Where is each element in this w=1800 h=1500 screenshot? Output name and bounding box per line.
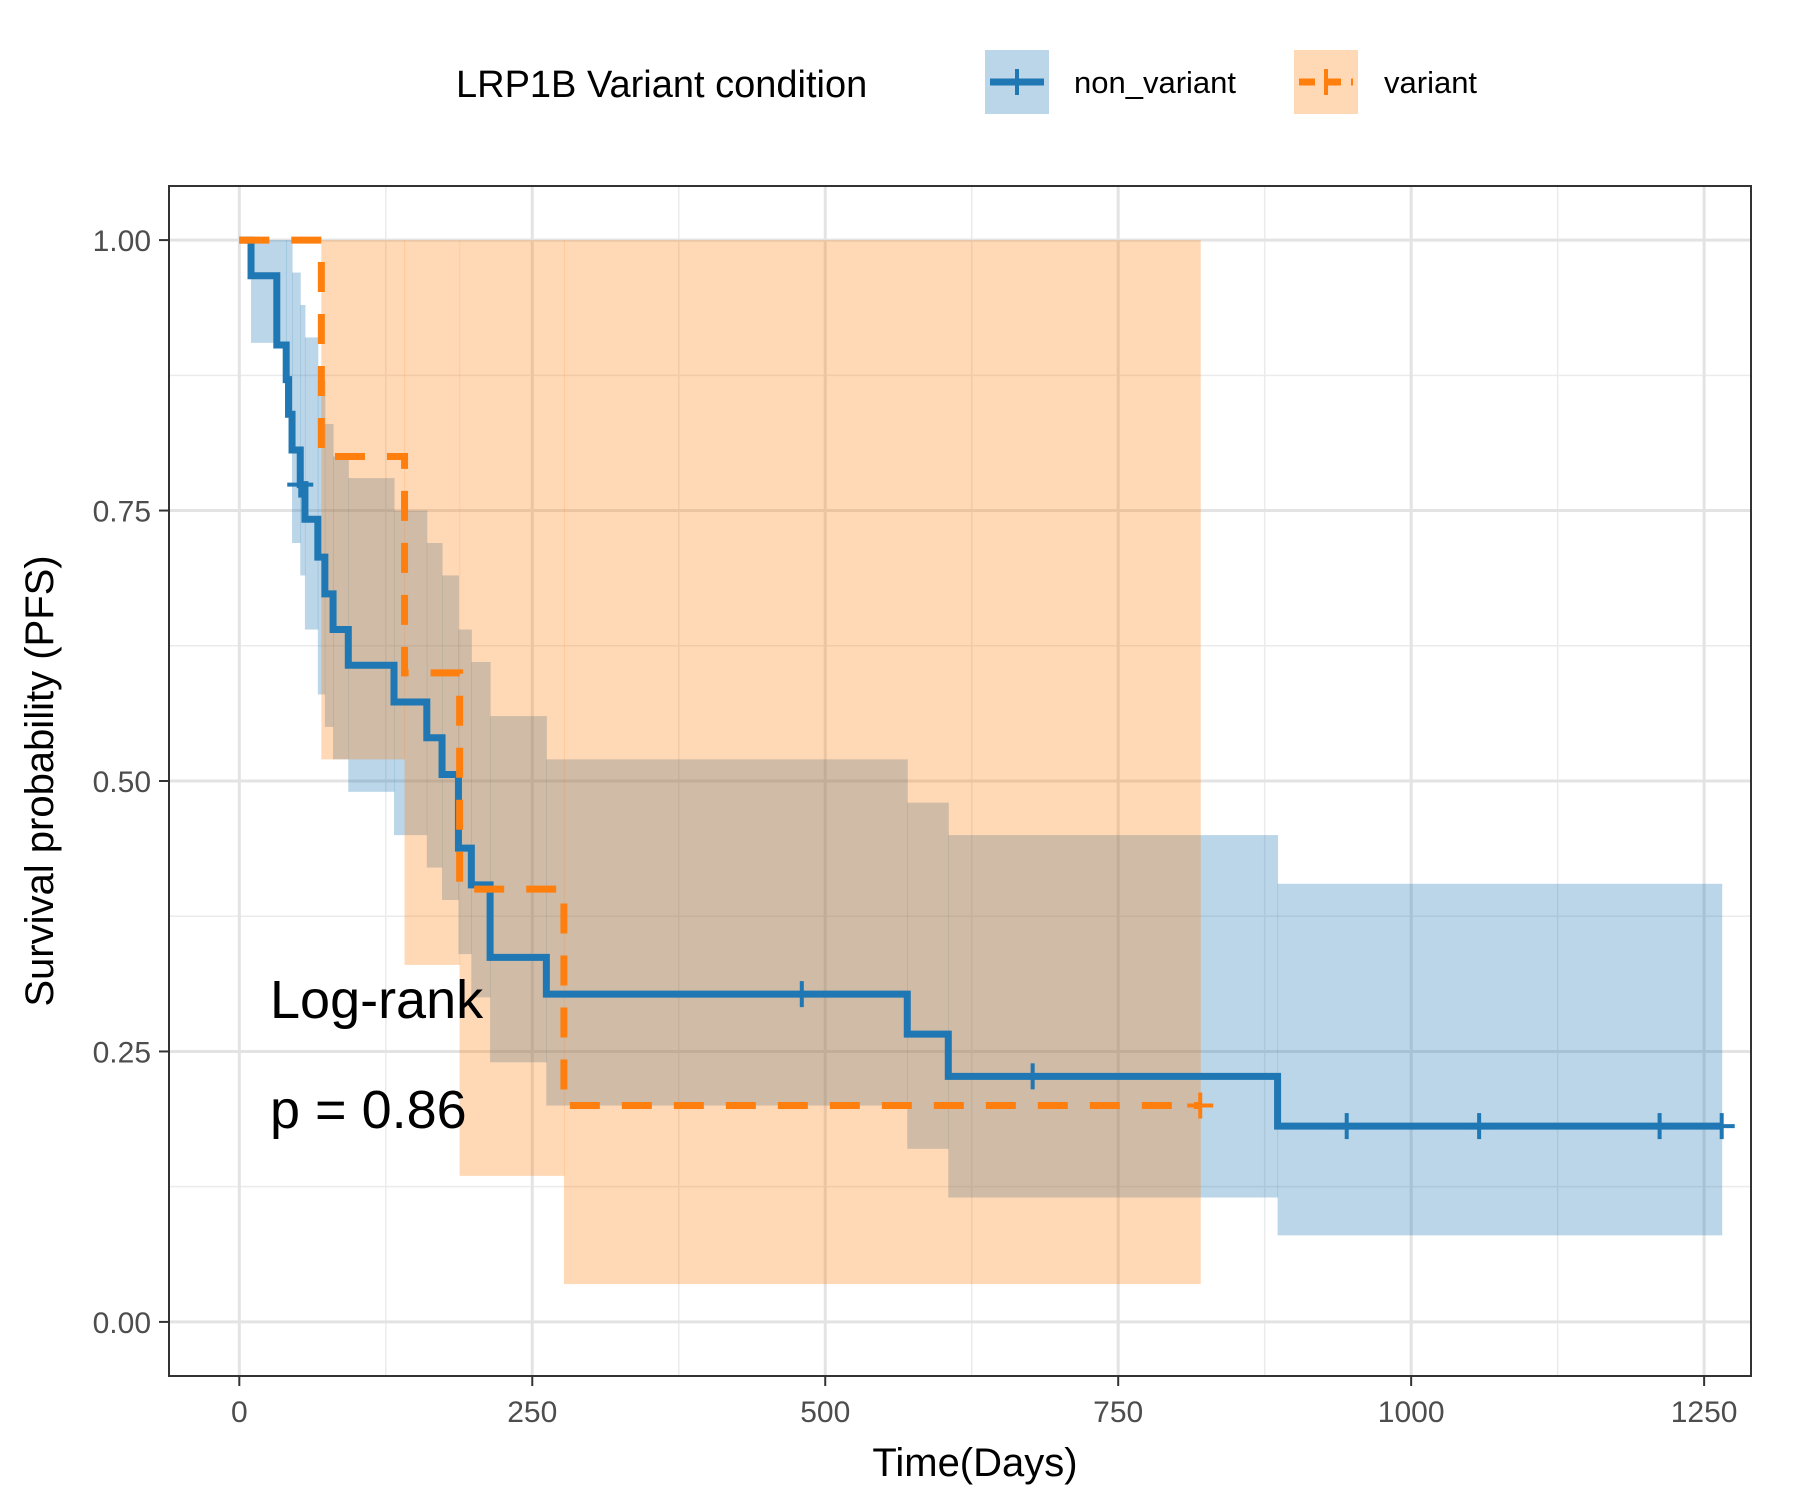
grid	[169, 186, 1751, 1376]
confidence-bands	[251, 240, 1723, 1285]
ci-band-variant	[459, 240, 565, 1176]
censor-mark-non-variant	[788, 981, 815, 1008]
y-tick-label: 1.00	[93, 225, 151, 258]
ci-band-non-variant	[442, 575, 459, 900]
ci-band-non-variant	[948, 835, 1279, 1198]
survival-curve-variant	[239, 236, 1201, 1110]
ci-band-variant	[404, 240, 461, 965]
x-tick-label: 750	[1093, 1396, 1143, 1429]
ci-band-non-variant	[251, 240, 287, 343]
legend-label-variant: variant	[1384, 65, 1477, 100]
censor-mark-non-variant	[1466, 1113, 1493, 1140]
ci-band-non-variant	[1277, 883, 1723, 1236]
ci-band-non-variant	[546, 759, 908, 1106]
y-tick-label: 0.50	[93, 766, 151, 799]
annotation-log-rank: Log-rank	[270, 970, 484, 1030]
censor-mark-non-variant	[1646, 1113, 1673, 1140]
legend-label-non-variant: non_variant	[1074, 65, 1236, 100]
x-tick-label: 250	[507, 1396, 557, 1429]
y-tick-label: 0.75	[93, 496, 151, 529]
x-tick-label: 500	[800, 1396, 850, 1429]
y-axis-label: Survival probability (PFS)	[18, 555, 62, 1006]
y-tick-label: 0.25	[93, 1036, 151, 1069]
ci-band-non-variant	[333, 456, 349, 760]
censor-mark-variant	[1187, 1092, 1214, 1119]
x-tick-label: 0	[231, 1396, 248, 1429]
censor-marks	[287, 471, 1735, 1140]
ci-band-non-variant	[471, 662, 491, 998]
ci-band-non-variant	[348, 478, 395, 792]
ci-band-non-variant	[292, 272, 301, 543]
ci-band-non-variant	[393, 510, 428, 836]
survival-curves	[239, 236, 1722, 1130]
legend-title: LRP1B Variant condition	[456, 64, 867, 106]
censor-mark-non-variant	[1019, 1063, 1046, 1090]
annotation-p-value: p = 0.86	[270, 1080, 467, 1140]
x-tick-label: 1000	[1378, 1396, 1445, 1429]
survival-curve-non-variant	[239, 236, 1722, 1130]
ci-band-non-variant	[300, 305, 306, 576]
axes: 0 250 500 750 1000 1250 0.00 0.25 0.50 0.75 1.00	[93, 225, 1738, 1429]
x-tick-label: 1250	[1671, 1396, 1738, 1429]
ci-band-non-variant	[286, 240, 293, 414]
censor-mark-non-variant	[1708, 1113, 1735, 1140]
ci-band-non-variant	[907, 802, 949, 1149]
ci-band-non-variant	[317, 380, 326, 695]
censor-mark-non-variant	[287, 471, 314, 498]
ci-band-variant	[563, 240, 1201, 1285]
y-tick-label: 0.00	[93, 1307, 151, 1340]
ci-band-non-variant	[324, 424, 334, 727]
censor-mark-non-variant	[1333, 1113, 1360, 1140]
x-axis-label: Time(Days)	[872, 1441, 1077, 1485]
legend: LRP1B Variant condition non_variant vari…	[456, 50, 1477, 114]
ci-band-non-variant	[426, 543, 443, 868]
